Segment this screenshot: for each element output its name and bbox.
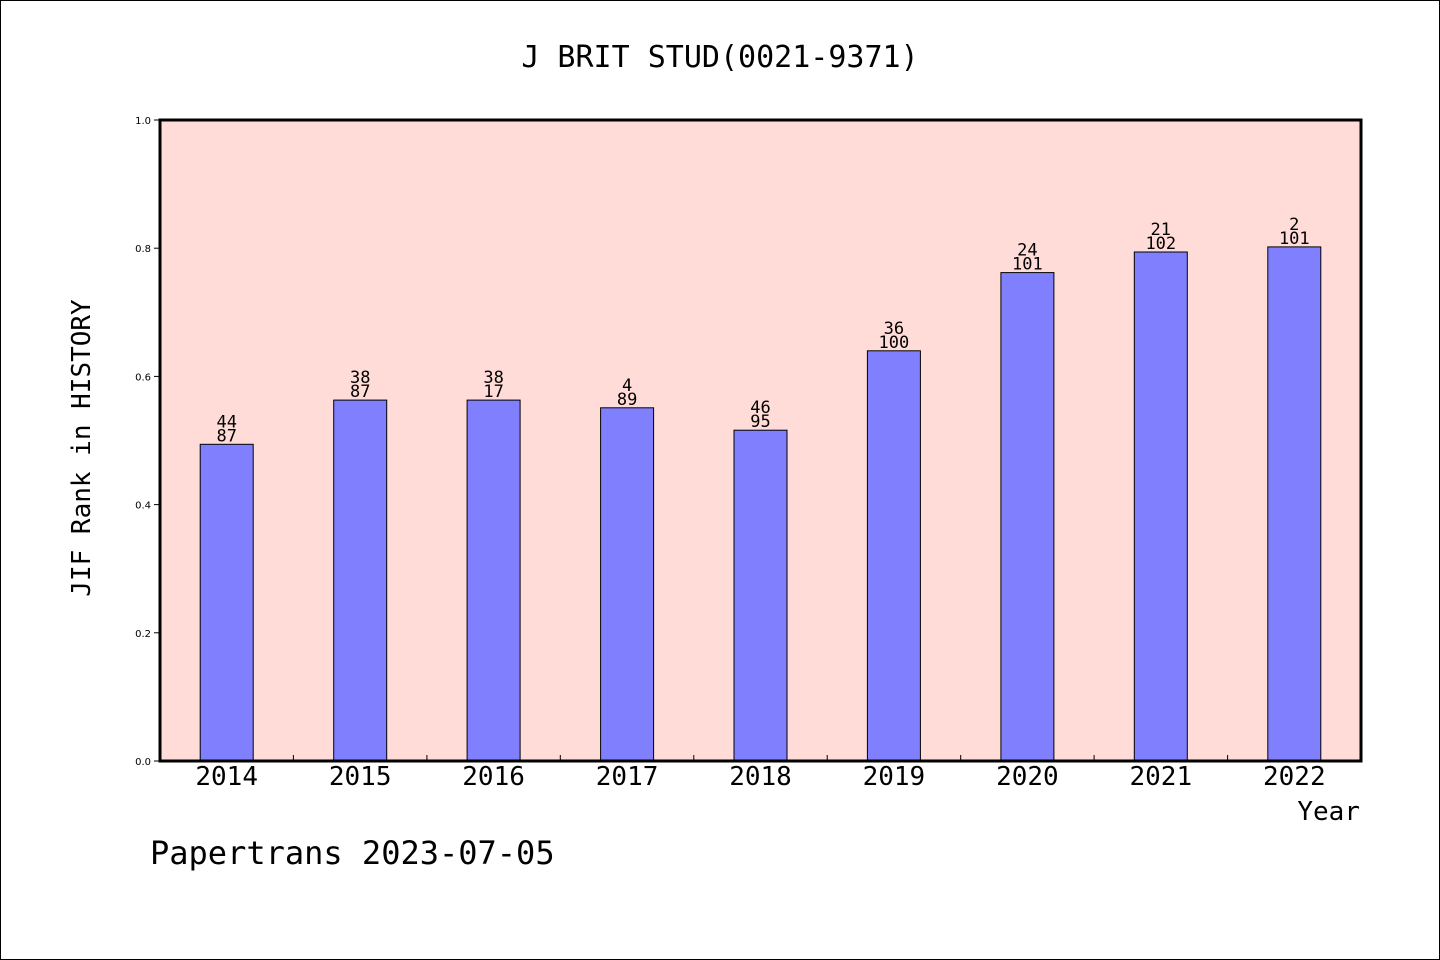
bar-label-total-2020: 101 xyxy=(1012,255,1043,275)
x-tick-label-2019: 2019 xyxy=(863,762,926,792)
x-tick-label-2014: 2014 xyxy=(195,762,258,792)
bar-2018 xyxy=(733,429,788,762)
y-tick-label: 0.2 xyxy=(135,629,151,640)
bar-2021 xyxy=(1133,251,1188,762)
y-tick-label: 0.0 xyxy=(135,757,151,768)
x-tick-label-2022: 2022 xyxy=(1263,762,1326,792)
x-tick-label-2021: 2021 xyxy=(1129,762,1192,792)
bar-label-total-2019: 100 xyxy=(879,333,910,353)
x-tick-label-2016: 2016 xyxy=(462,762,525,792)
bar-2019 xyxy=(866,350,921,762)
x-tick-label-2018: 2018 xyxy=(729,762,792,792)
plot-border xyxy=(158,118,1363,763)
y-tick-label: 0.8 xyxy=(135,244,151,255)
x-axis-label: Year xyxy=(1297,797,1360,827)
bar-label-total-2022: 101 xyxy=(1279,229,1310,249)
bar-label-rank-2014: 44 xyxy=(216,412,236,432)
bar-label-total-2017: 89 xyxy=(617,390,637,410)
bar-label-rank-2016: 38 xyxy=(483,368,503,388)
footer-text: Papertrans 2023-07-05 xyxy=(150,834,555,872)
bar-label-rank-2019: 36 xyxy=(884,319,904,339)
y-axis-label: JIF Rank in HISTORY xyxy=(67,299,97,597)
bar-label-total-2014: 87 xyxy=(216,426,236,446)
y-tick-label: 0.6 xyxy=(135,372,151,383)
chart-title: J BRIT STUD(0021-9371) xyxy=(521,40,918,75)
y-tick-label: 1.0 xyxy=(135,116,151,127)
y-tick-label: 0.4 xyxy=(135,501,151,512)
bar-2014 xyxy=(199,443,254,762)
bar-label-total-2018: 95 xyxy=(750,412,770,432)
bar-2016 xyxy=(466,399,521,762)
bar-label-total-2015: 87 xyxy=(350,382,370,402)
bar-label-rank-2018: 46 xyxy=(750,398,770,418)
bar-label-rank-2020: 24 xyxy=(1017,241,1037,261)
bar-label-rank-2015: 38 xyxy=(350,368,370,388)
bar-label-rank-2022: 2 xyxy=(1289,215,1299,235)
bar-label-total-2016: 17 xyxy=(483,382,503,402)
bar-2020 xyxy=(1000,272,1055,762)
bar-2017 xyxy=(600,407,655,762)
x-tick-label-2015: 2015 xyxy=(329,762,392,792)
bar-2015 xyxy=(333,399,388,762)
x-tick-label-2020: 2020 xyxy=(996,762,1059,792)
bar-label-rank-2021: 21 xyxy=(1151,220,1171,240)
bar-label-total-2021: 102 xyxy=(1145,234,1176,254)
bar-label-rank-2017: 4 xyxy=(622,376,632,396)
bar-2022 xyxy=(1267,246,1322,762)
x-tick-label-2017: 2017 xyxy=(596,762,659,792)
